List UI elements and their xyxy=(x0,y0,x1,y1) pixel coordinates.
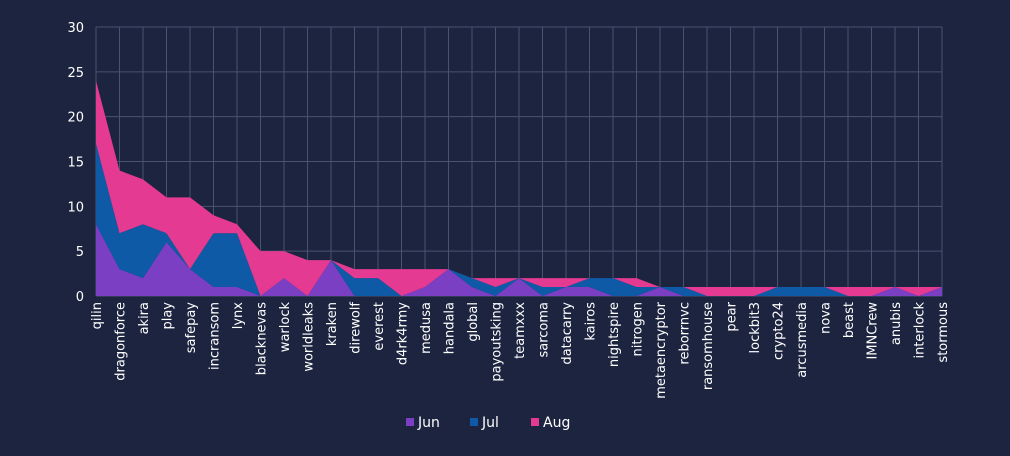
x-axis-ticks: qilin dragonforce akira play safepay incranso… xyxy=(90,301,951,398)
legend-item-jul[interactable]: Jul xyxy=(470,415,499,431)
x-tick-label: arcusmedia xyxy=(795,302,810,378)
x-tick-label: beast xyxy=(842,302,857,338)
x-tick-label: nightspire xyxy=(607,302,622,367)
x-tick-label: anubis xyxy=(889,302,904,345)
x-tick-label: pear xyxy=(725,301,740,331)
x-tick-label: interlock xyxy=(913,302,928,359)
x-tick-label: direwolf xyxy=(349,302,364,354)
x-tick-label: ransomhouse xyxy=(701,302,716,390)
legend-item-jun[interactable]: Jun xyxy=(406,415,440,431)
x-tick-label: play xyxy=(161,302,176,330)
x-tick-label: nitrogen xyxy=(631,302,646,356)
area-series-jun xyxy=(96,224,942,296)
x-tick-label: crypto24 xyxy=(772,302,787,360)
x-tick-label: lynx xyxy=(231,302,246,330)
x-tick-label: metaencryptor xyxy=(654,301,669,398)
x-tick-label: sarcoma xyxy=(537,302,552,358)
x-tick-label: worldleaks xyxy=(302,302,317,372)
y-tick-label: 25 xyxy=(67,66,84,81)
x-tick-label: d4rk4rmy xyxy=(396,302,411,365)
x-tick-label: lockbit3 xyxy=(748,302,763,353)
x-tick-label: everest xyxy=(372,302,387,351)
x-tick-label: akira xyxy=(137,302,152,334)
y-tick-label: 30 xyxy=(67,21,84,36)
x-tick-label: kraken xyxy=(325,302,340,346)
x-tick-label: teamxxx xyxy=(513,302,528,359)
x-tick-label: safepay xyxy=(184,302,199,354)
legend-swatch xyxy=(531,418,539,426)
x-tick-label: global xyxy=(466,302,481,342)
y-tick-label: 15 xyxy=(67,156,84,171)
x-tick-label: reborrnvc xyxy=(678,302,693,365)
x-tick-label: stormous xyxy=(936,302,951,363)
y-tick-label: 0 xyxy=(76,290,84,305)
y-tick-label: 5 xyxy=(76,245,84,260)
legend: Jun Jul Aug xyxy=(406,415,570,431)
y-axis-ticks: 0 5 10 15 20 25 30 xyxy=(67,21,84,305)
legend-label: Jun xyxy=(417,415,440,431)
x-tick-label: payoutsking xyxy=(490,302,505,382)
x-tick-label: qilin xyxy=(90,302,105,329)
legend-item-aug[interactable]: Aug xyxy=(531,415,570,431)
x-tick-label: incransom xyxy=(208,302,223,370)
x-tick-label: IMNCrew xyxy=(866,302,881,360)
x-tick-label: dragonforce xyxy=(114,302,129,381)
legend-label: Aug xyxy=(543,415,570,431)
x-tick-label: warlock xyxy=(278,302,293,353)
x-tick-label: handala xyxy=(443,302,458,354)
x-tick-label: blacknevas xyxy=(255,302,270,375)
x-tick-label: kairos xyxy=(584,302,599,341)
legend-swatch xyxy=(470,418,478,426)
x-tick-label: medusa xyxy=(419,302,434,354)
x-tick-label: datacarry xyxy=(560,302,575,365)
legend-label: Jul xyxy=(481,415,499,431)
series-areas xyxy=(96,80,942,296)
legend-swatch xyxy=(406,418,414,426)
y-tick-label: 20 xyxy=(67,111,84,126)
y-tick-label: 10 xyxy=(67,200,84,215)
x-tick-label: nova xyxy=(819,302,834,334)
